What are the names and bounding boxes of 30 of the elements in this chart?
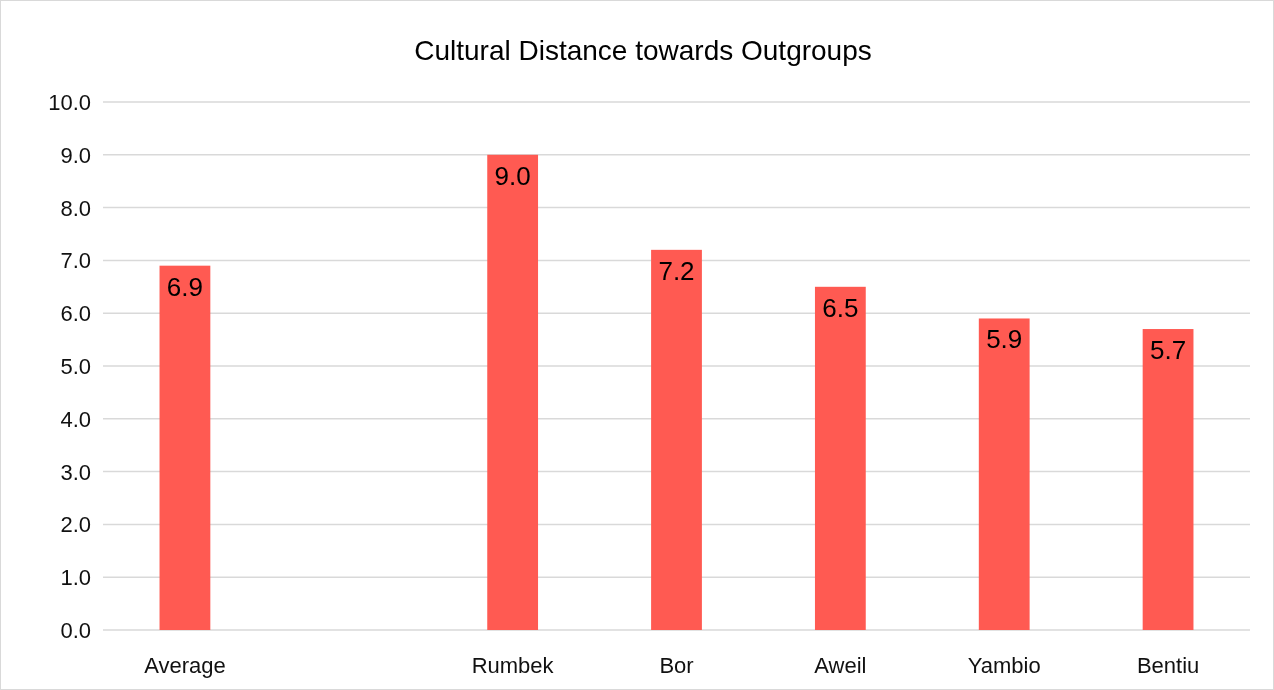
y-tick-label: 10.0	[48, 90, 91, 115]
bar	[159, 265, 211, 630]
x-tick-label: Bentiu	[1136, 653, 1200, 678]
y-tick-label: 5.0	[60, 354, 91, 379]
x-tick-label: Yambio	[967, 653, 1041, 678]
data-label: 9.0	[494, 160, 531, 191]
data-label: 6.9	[166, 271, 204, 302]
data-label: 5.7	[1149, 335, 1187, 366]
chart-title: Cultural Distance towards Outgroups	[414, 35, 872, 66]
data-label: 7.2	[658, 255, 695, 286]
x-tick-label: Bor	[659, 653, 694, 678]
y-tick-label: 1.0	[60, 565, 91, 591]
y-tick-label: 9.0	[60, 142, 91, 168]
bar	[978, 318, 1030, 630]
x-tick-label: Rumbek	[471, 653, 555, 678]
bar	[651, 249, 702, 630]
y-tick-label: 7.0	[60, 248, 91, 274]
bar	[814, 286, 866, 630]
data-label: 5.9	[986, 324, 1023, 355]
x-tick-label: Aweil	[814, 653, 867, 678]
bar	[487, 154, 539, 630]
bar	[1142, 329, 1194, 630]
x-tick-label: Average	[144, 653, 226, 678]
data-label: 6.5	[822, 292, 859, 323]
y-tick-label: 3.0	[60, 459, 91, 485]
y-tick-label: 0.0	[60, 618, 91, 643]
y-tick-label: 8.0	[60, 195, 91, 221]
y-tick-label: 4.0	[60, 406, 91, 432]
y-tick-label: 6.0	[60, 301, 91, 327]
y-tick-label: 2.0	[60, 512, 91, 538]
